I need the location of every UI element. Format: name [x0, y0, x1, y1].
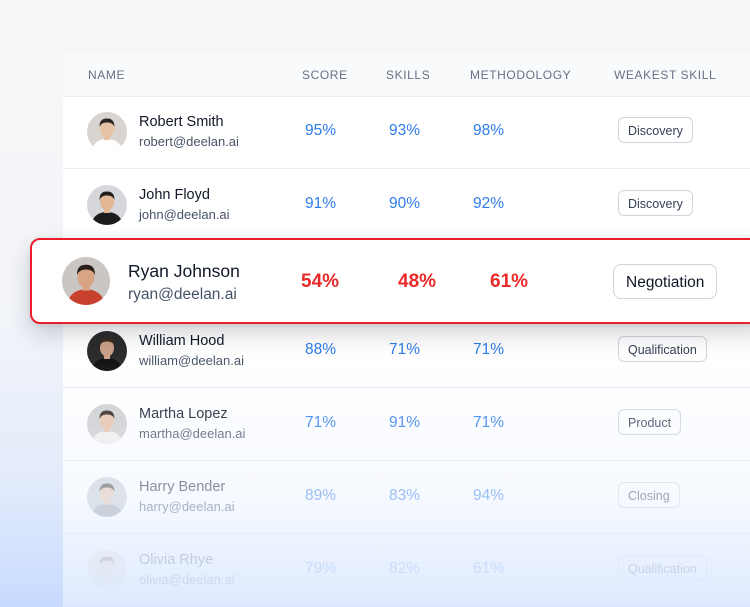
skills-value: 93%	[389, 122, 421, 139]
methodology-value: 92%	[473, 195, 505, 212]
table-row[interactable]: Robert Smith robert@deelan.ai 95% 93% 98% Dis…	[63, 96, 750, 169]
member-name: Olivia Rhye	[139, 552, 214, 568]
member-email: olivia@deelan.ai	[139, 572, 235, 587]
table-row[interactable]: William Hood william@deelan.ai 88% 71% 71% Qu…	[63, 315, 750, 388]
avatar	[87, 550, 127, 590]
table-row[interactable]: Martha Lopez martha@deelan.ai 71% 91% 71% Pro…	[63, 388, 750, 461]
weakest-skill-badge[interactable]: Product	[618, 409, 682, 435]
table-header: NAME SCORE SKILLS METHODOLOGY WEAKEST SK…	[63, 52, 750, 97]
column-header-weakest-skill[interactable]: WEAKEST SKILL	[614, 68, 717, 82]
skills-value: 48%	[398, 271, 437, 292]
score-value: 89%	[305, 487, 337, 504]
score-value: 88%	[305, 341, 337, 358]
weakest-skill-badge[interactable]: Closing	[618, 482, 680, 508]
score-value: 79%	[305, 560, 337, 577]
member-email: robert@deelan.ai	[139, 134, 239, 149]
weakest-skill-badge[interactable]: Discovery	[618, 190, 693, 216]
skills-value: 91%	[389, 414, 421, 431]
member-email: john@deelan.ai	[139, 207, 230, 222]
avatar	[62, 257, 110, 305]
member-name: John Floyd	[139, 187, 210, 203]
member-name: William Hood	[139, 333, 225, 349]
member-email: ryan@deelan.ai	[128, 286, 237, 303]
member-name: Harry Bender	[139, 479, 226, 495]
column-header-skills[interactable]: SKILLS	[386, 68, 431, 82]
score-value: 71%	[305, 414, 337, 431]
weakest-skill-badge[interactable]: Qualification	[618, 336, 707, 362]
member-name: Robert Smith	[139, 114, 224, 130]
skills-value: 82%	[389, 560, 421, 577]
member-name: Martha Lopez	[139, 406, 228, 422]
member-email: harry@deelan.ai	[139, 499, 235, 514]
methodology-value: 71%	[473, 341, 505, 358]
avatar	[87, 477, 127, 517]
highlighted-row[interactable]: Ryan Johnson ryan@deelan.ai 54% 48% 61% …	[30, 238, 750, 324]
methodology-value: 61%	[473, 560, 505, 577]
member-name: Ryan Johnson	[128, 261, 240, 281]
table-row[interactable]: Olivia Rhye olivia@deelan.ai 79% 82% 61% Qual…	[63, 534, 750, 607]
table-row[interactable]: John Floyd john@deelan.ai 91% 90% 92% Discove…	[63, 169, 750, 242]
avatar	[87, 112, 127, 152]
score-value: 91%	[305, 195, 337, 212]
weakest-skill-badge[interactable]: Negotiation	[613, 264, 718, 299]
methodology-value: 94%	[473, 487, 505, 504]
weakest-skill-badge[interactable]: Qualification	[618, 555, 707, 581]
column-header-name[interactable]: NAME	[88, 68, 126, 82]
score-value: 54%	[301, 271, 340, 292]
column-header-score[interactable]: SCORE	[302, 68, 348, 82]
avatar	[87, 185, 127, 225]
avatar	[87, 331, 127, 371]
weakest-skill-badge[interactable]: Discovery	[618, 117, 693, 143]
table-row[interactable]: Harry Bender harry@deelan.ai 89% 83% 94% Clos…	[63, 461, 750, 534]
methodology-value: 61%	[490, 271, 529, 292]
methodology-value: 71%	[473, 414, 505, 431]
column-header-methodology[interactable]: METHODOLOGY	[470, 68, 572, 82]
methodology-value: 98%	[473, 122, 505, 139]
member-email: martha@deelan.ai	[139, 426, 246, 441]
score-value: 95%	[305, 122, 337, 139]
member-email: william@deelan.ai	[139, 353, 244, 368]
avatar	[87, 404, 127, 444]
skills-value: 83%	[389, 487, 421, 504]
skills-value: 90%	[389, 195, 421, 212]
skills-value: 71%	[389, 341, 421, 358]
team-scores-table: NAME SCORE SKILLS METHODOLOGY WEAKEST SK…	[63, 52, 750, 607]
